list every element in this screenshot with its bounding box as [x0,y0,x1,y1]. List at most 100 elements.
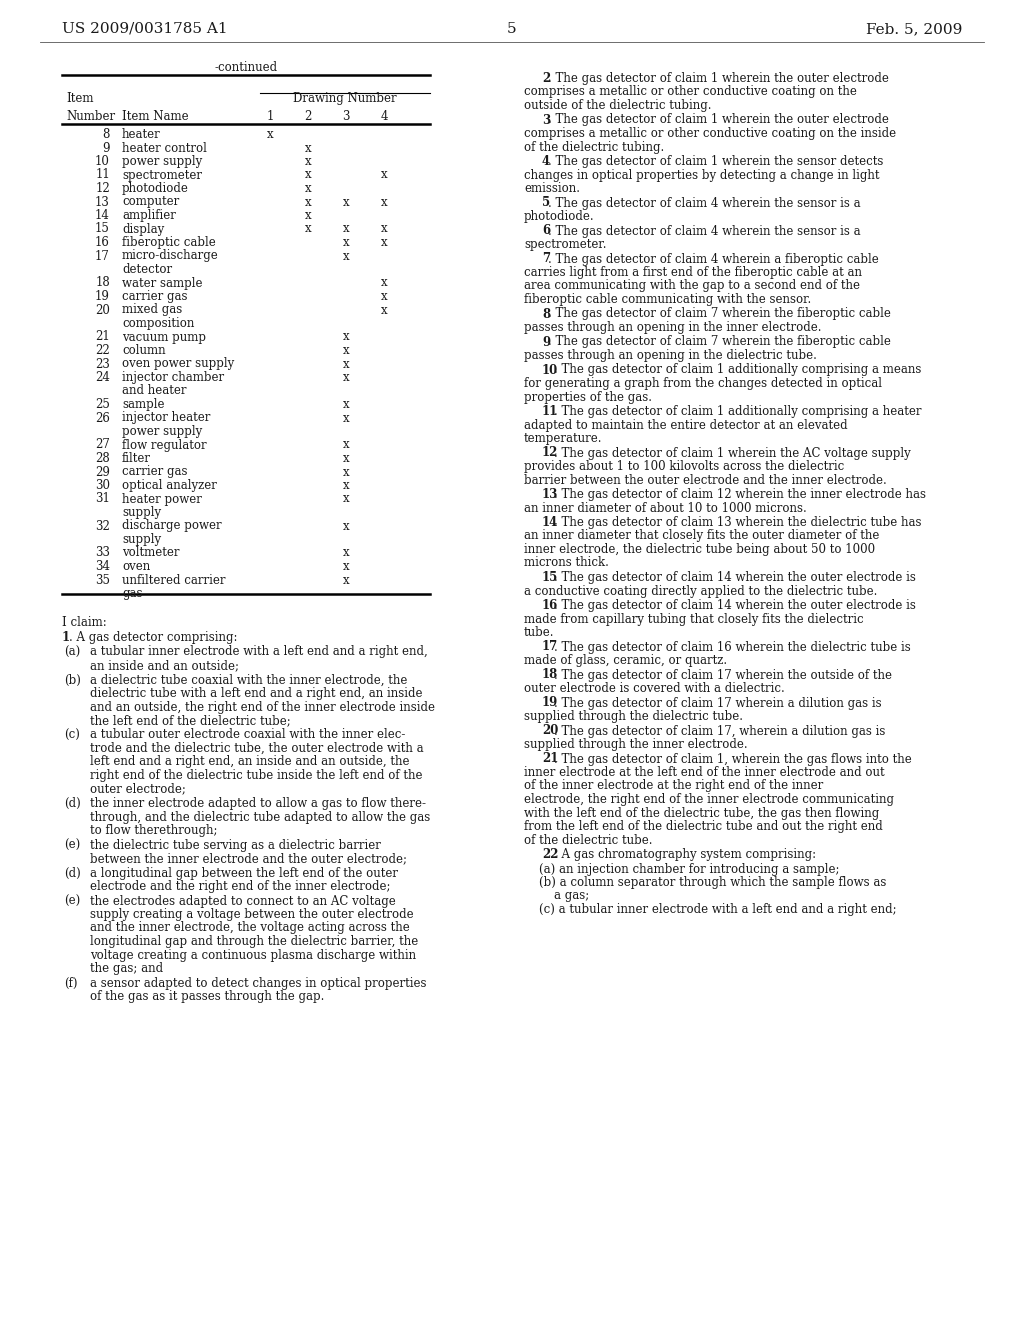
Text: 28: 28 [95,451,110,465]
Text: 1: 1 [62,631,70,644]
Text: oven: oven [122,560,151,573]
Text: 10: 10 [542,363,558,376]
Text: discharge power: discharge power [122,520,221,532]
Text: 17: 17 [542,640,558,653]
Text: 20: 20 [542,725,558,738]
Text: the inner electrode adapted to allow a gas to flow there-: the inner electrode adapted to allow a g… [90,797,426,810]
Text: . The gas detector of claim 1 wherein the outer electrode: . The gas detector of claim 1 wherein th… [548,73,889,84]
Text: composition: composition [122,317,195,330]
Text: electrode and the right end of the inner electrode;: electrode and the right end of the inner… [90,880,390,894]
Text: 1: 1 [266,110,273,123]
Text: x: x [343,451,349,465]
Text: injector chamber: injector chamber [122,371,224,384]
Text: x: x [305,182,311,195]
Text: and heater: and heater [122,384,186,397]
Text: US 2009/0031785 A1: US 2009/0031785 A1 [62,22,227,36]
Text: outer electrode is covered with a dielectric.: outer electrode is covered with a dielec… [524,682,784,696]
Text: . The gas detector of claim 7 wherein the fiberoptic cable: . The gas detector of claim 7 wherein th… [548,308,891,321]
Text: temperature.: temperature. [524,432,602,445]
Text: . The gas detector of claim 1, wherein the gas flows into the: . The gas detector of claim 1, wherein t… [554,752,912,766]
Text: adapted to maintain the entire detector at an elevated: adapted to maintain the entire detector … [524,418,848,432]
Text: x: x [381,290,387,304]
Text: x: x [343,466,349,479]
Text: right end of the dielectric tube inside the left end of the: right end of the dielectric tube inside … [90,770,423,781]
Text: x: x [381,276,387,289]
Text: 21: 21 [95,330,110,343]
Text: 33: 33 [95,546,110,560]
Text: -continued: -continued [214,61,278,74]
Text: emission.: emission. [524,182,580,195]
Text: . The gas detector of claim 4 wherein the sensor is a: . The gas detector of claim 4 wherein th… [548,224,861,238]
Text: vacuum pump: vacuum pump [122,330,206,343]
Text: . The gas detector of claim 1 wherein the outer electrode: . The gas detector of claim 1 wherein th… [548,114,889,127]
Text: . The gas detector of claim 1 additionally comprising a means: . The gas detector of claim 1 additional… [554,363,922,376]
Text: x: x [343,223,349,235]
Text: for generating a graph from the changes detected in optical: for generating a graph from the changes … [524,378,882,389]
Text: passes through an opening in the dielectric tube.: passes through an opening in the dielect… [524,348,817,362]
Text: . The gas detector of claim 12 wherein the inner electrode has: . The gas detector of claim 12 wherein t… [554,488,927,502]
Text: of the dielectric tube.: of the dielectric tube. [524,833,652,846]
Text: a sensor adapted to detect changes in optical properties: a sensor adapted to detect changes in op… [90,977,427,990]
Text: 18: 18 [542,668,558,681]
Text: . The gas detector of claim 17 wherein a dilution gas is: . The gas detector of claim 17 wherein a… [554,697,882,710]
Text: of the gas as it passes through the gap.: of the gas as it passes through the gap. [90,990,325,1003]
Text: spectrometer: spectrometer [122,169,202,181]
Text: . The gas detector of claim 17, wherein a dilution gas is: . The gas detector of claim 17, wherein … [554,725,886,738]
Text: 23: 23 [95,358,110,371]
Text: of the inner electrode at the right end of the inner: of the inner electrode at the right end … [524,780,823,792]
Text: a longitudinal gap between the left end of the outer: a longitudinal gap between the left end … [90,866,398,879]
Text: (a) an injection chamber for introducing a sample;: (a) an injection chamber for introducing… [539,862,840,875]
Text: x: x [343,492,349,506]
Text: I claim:: I claim: [62,615,106,628]
Text: unfiltered carrier: unfiltered carrier [122,573,225,586]
Text: carrier gas: carrier gas [122,290,187,304]
Text: 9: 9 [102,141,110,154]
Text: . The gas detector of claim 14 wherein the outer electrode is: . The gas detector of claim 14 wherein t… [554,599,916,612]
Text: the gas; and: the gas; and [90,962,163,975]
Text: 8: 8 [102,128,110,141]
Text: x: x [381,169,387,181]
Text: x: x [343,438,349,451]
Text: 9: 9 [542,335,550,348]
Text: (a): (a) [63,645,80,659]
Text: (e): (e) [63,895,80,908]
Text: 26: 26 [95,412,110,425]
Text: through, and the dielectric tube adapted to allow the gas: through, and the dielectric tube adapted… [90,810,430,824]
Text: the electrodes adapted to connect to an AC voltage: the electrodes adapted to connect to an … [90,895,395,908]
Text: 21: 21 [542,752,558,766]
Text: x: x [305,141,311,154]
Text: Number: Number [66,110,115,123]
Text: power supply: power supply [122,154,203,168]
Text: . The gas detector of claim 4 wherein the sensor is a: . The gas detector of claim 4 wherein th… [548,197,861,210]
Text: amplifier: amplifier [122,209,176,222]
Text: computer: computer [122,195,179,209]
Text: 22: 22 [542,847,558,861]
Text: a gas;: a gas; [554,890,589,903]
Text: . The gas detector of claim 7 wherein the fiberoptic cable: . The gas detector of claim 7 wherein th… [548,335,891,348]
Text: heater: heater [122,128,161,141]
Text: voltmeter: voltmeter [122,546,179,560]
Text: 15: 15 [542,572,558,583]
Text: 15: 15 [95,223,110,235]
Text: x: x [343,330,349,343]
Text: 2: 2 [304,110,311,123]
Text: . A gas chromatography system comprising:: . A gas chromatography system comprising… [554,847,816,861]
Text: supply creating a voltage between the outer electrode: supply creating a voltage between the ou… [90,908,414,921]
Text: x: x [381,236,387,249]
Text: injector heater: injector heater [122,412,210,425]
Text: 4: 4 [542,154,550,168]
Text: 2: 2 [542,73,550,84]
Text: outside of the dielectric tubing.: outside of the dielectric tubing. [524,99,712,112]
Text: 27: 27 [95,438,110,451]
Text: gas: gas [122,587,142,601]
Text: spectrometer.: spectrometer. [524,238,606,251]
Text: (b): (b) [63,673,81,686]
Text: . The gas detector of claim 1 additionally comprising a heater: . The gas detector of claim 1 additional… [554,405,922,418]
Text: power supply: power supply [122,425,203,438]
Text: the left end of the dielectric tube;: the left end of the dielectric tube; [90,714,291,727]
Text: 3: 3 [542,114,550,127]
Text: 12: 12 [542,446,558,459]
Text: filter: filter [122,451,151,465]
Text: x: x [266,128,273,141]
Text: 19: 19 [542,697,558,710]
